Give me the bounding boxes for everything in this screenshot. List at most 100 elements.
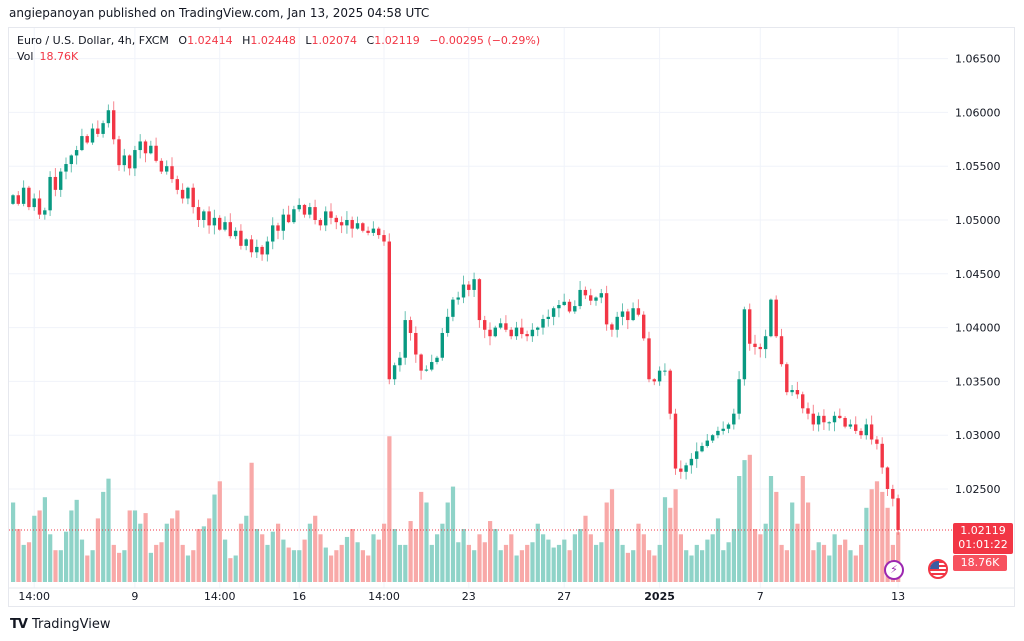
candle-body [573, 306, 577, 312]
volume-bar [450, 486, 456, 582]
candle-body [668, 370, 672, 414]
volume-bar [53, 550, 58, 582]
candle-body [382, 235, 386, 242]
volume-bar [185, 555, 191, 582]
candle-body [700, 445, 704, 452]
volume-bar [138, 523, 143, 582]
change-value: −0.00295 (−0.29%) [429, 34, 541, 47]
high-label: H [242, 34, 251, 47]
volume-bar [530, 542, 535, 582]
volume-bar [127, 510, 132, 582]
candle-body [90, 128, 95, 143]
volume-bar [148, 552, 153, 582]
volume-bar [562, 539, 567, 582]
candle-body [170, 166, 174, 180]
candle-body [520, 327, 524, 335]
volume-bar [334, 550, 339, 582]
volume-bar [806, 502, 811, 582]
volume-bar [85, 555, 90, 582]
volume-bar [16, 529, 21, 582]
volume-label: Vol [17, 50, 34, 63]
candle-body [557, 305, 561, 309]
candle-body [53, 176, 58, 190]
volume-bar [403, 544, 408, 582]
volume-bar [74, 499, 79, 582]
volume-bar [196, 529, 201, 582]
candle-body [398, 357, 402, 366]
volume-bar [832, 534, 837, 582]
candle-body [292, 209, 296, 223]
symbol-title[interactable]: Euro / U.S. Dollar, 4h, FXCM [17, 34, 169, 47]
candle-body [493, 327, 497, 337]
volume-bar [546, 539, 551, 582]
volume-bar [843, 539, 848, 582]
time-tick-label: 27 [557, 590, 571, 603]
candle-body [260, 246, 264, 255]
volume-bar [482, 542, 487, 582]
volume-bar [535, 523, 540, 582]
volume-bar [350, 529, 355, 582]
candle-body [281, 214, 285, 231]
candle-body [218, 217, 222, 230]
candle-body [149, 145, 153, 154]
candle-body [753, 343, 757, 347]
volume-bar [753, 529, 758, 582]
volume-bar [339, 544, 344, 582]
candle-body [43, 210, 47, 215]
volume-bar [662, 497, 668, 582]
last-price-label: 1.02119 01:01:22 [953, 523, 1013, 554]
time-tick-label: 9 [131, 590, 138, 603]
volume-bar [201, 526, 206, 582]
candle-body [838, 415, 842, 418]
tradingview-logo[interactable]: TV TradingView [10, 617, 110, 632]
open-label: O [178, 34, 188, 47]
volume-bar [874, 481, 880, 582]
candle-body [583, 289, 588, 296]
candle-body [265, 241, 270, 255]
volume-bar [636, 523, 641, 582]
volume-bar [413, 529, 418, 582]
price-tick-label: 1.04500 [955, 268, 1001, 281]
candle-body [21, 187, 26, 204]
volume-value: 18.76K [39, 50, 79, 63]
volume-bar [737, 476, 742, 582]
chart-frame [8, 27, 1015, 607]
candle-body [297, 204, 301, 210]
volume-bar [419, 491, 424, 582]
volume-bar [79, 539, 85, 582]
volume-bar [700, 550, 705, 582]
volume-bar [556, 544, 562, 582]
candle-body [604, 293, 609, 325]
us-flag-event-icon[interactable] [928, 559, 948, 579]
candle-body [196, 207, 201, 220]
volume-bar [276, 523, 281, 582]
candle-body [329, 211, 333, 218]
candle-body [763, 336, 768, 350]
candle-body [255, 246, 259, 253]
volume-bar [318, 534, 323, 582]
volume-bar [159, 542, 164, 582]
candle-body [69, 155, 73, 165]
candle-body [467, 284, 471, 290]
candle-body [647, 338, 651, 380]
candle-body [154, 145, 158, 161]
volume-bar [790, 502, 795, 582]
volume-bar [705, 539, 710, 582]
candle-body [509, 329, 513, 337]
volume-bar [270, 531, 275, 582]
candle-body [594, 297, 598, 301]
bar-countdown: 01:01:22 [958, 538, 1008, 551]
candle-body [361, 223, 365, 231]
volume-bar [747, 454, 752, 582]
volume-bar [827, 555, 832, 582]
volume-bar [170, 518, 175, 582]
lightning-event-icon[interactable]: ⚡ [884, 560, 904, 580]
candle-body [477, 279, 482, 321]
volume-bar [509, 534, 514, 582]
volume-bar [710, 534, 715, 582]
volume-bar [164, 523, 169, 582]
volume-bar [837, 544, 842, 582]
candle-body [165, 166, 169, 172]
candle-body [811, 413, 815, 425]
